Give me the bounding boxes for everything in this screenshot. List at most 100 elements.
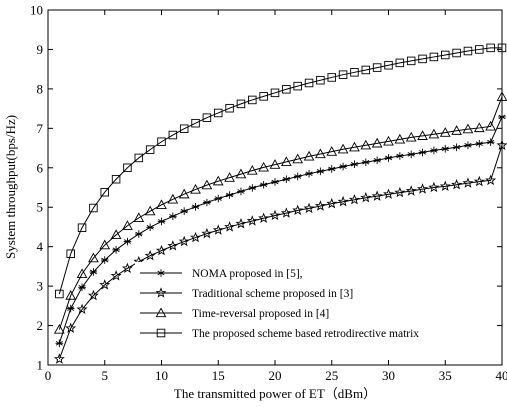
data-point — [191, 118, 200, 128]
data-point — [155, 287, 167, 298]
data-point — [394, 186, 406, 198]
data-point — [237, 187, 245, 196]
data-point — [190, 183, 201, 194]
data-point — [224, 172, 235, 182]
series-line — [58, 145, 503, 360]
tick-labels: 0 5 10 15 20 25 30 35 40 1 2 3 4 5 6 7 8 9 10 — [30, 3, 507, 384]
data-point — [371, 137, 383, 148]
series-layer — [53, 43, 507, 364]
y-tick-label: 8 — [37, 81, 44, 96]
data-point — [134, 153, 144, 163]
data-point — [235, 218, 247, 229]
y-axis-label: System throughput(bps/Hz) — [3, 115, 18, 259]
data-point — [269, 209, 281, 221]
data-point — [157, 217, 166, 226]
data-point — [280, 156, 292, 166]
y-tick-label: 4 — [37, 239, 44, 254]
data-point — [178, 235, 190, 247]
data-point — [66, 249, 75, 259]
y-tick-label: 6 — [37, 160, 44, 175]
data-point — [396, 152, 404, 160]
data-point — [338, 70, 348, 79]
data-point — [327, 165, 336, 173]
data-point — [293, 81, 302, 91]
data-point — [248, 184, 257, 192]
data-point — [76, 268, 88, 279]
data-point — [213, 108, 223, 118]
series-star — [53, 139, 507, 364]
data-point — [179, 124, 189, 133]
data-point — [225, 191, 234, 199]
y-tick-label: 9 — [37, 42, 44, 57]
data-point — [144, 205, 156, 216]
data-point — [292, 153, 304, 164]
data-point — [384, 154, 393, 162]
data-point — [180, 207, 188, 215]
y-tick-label: 2 — [37, 318, 44, 333]
data-point — [441, 50, 450, 60]
data-point — [282, 175, 291, 184]
data-point — [135, 230, 143, 238]
data-point — [462, 177, 474, 188]
data-point — [121, 262, 133, 274]
data-point — [122, 220, 133, 230]
data-point — [88, 252, 99, 263]
data-point — [405, 131, 417, 142]
data-point — [53, 323, 65, 334]
data-point — [111, 174, 121, 184]
data-point — [235, 168, 247, 179]
data-point — [406, 56, 416, 66]
data-point — [246, 215, 258, 226]
data-point — [316, 167, 325, 176]
data-point — [303, 150, 315, 161]
data-point — [236, 99, 246, 109]
data-point — [486, 138, 495, 146]
data-point — [203, 198, 211, 207]
y-tick-label: 10 — [30, 3, 43, 18]
x-tick-label: 30 — [382, 368, 395, 383]
data-point — [439, 127, 451, 137]
data-point — [451, 178, 463, 190]
data-point — [314, 200, 326, 211]
data-point — [112, 246, 120, 254]
data-point — [258, 212, 270, 223]
data-point — [441, 145, 450, 153]
legend-background — [135, 262, 497, 348]
data-point — [270, 88, 280, 98]
data-point — [246, 165, 258, 175]
x-tick-label: 5 — [102, 368, 109, 383]
data-point — [418, 54, 427, 64]
data-point — [144, 249, 156, 261]
data-point — [348, 193, 360, 205]
data-point — [99, 239, 111, 250]
data-point — [384, 60, 393, 70]
data-point — [259, 92, 268, 101]
legend-label: Time-reversal proposed in [4] — [192, 308, 329, 320]
data-point — [395, 58, 405, 68]
data-point — [383, 188, 394, 199]
x-tick-label: 0 — [45, 368, 52, 383]
data-point — [110, 229, 122, 239]
data-point — [133, 212, 145, 223]
data-point — [214, 194, 223, 203]
data-point — [169, 212, 177, 221]
data-point — [428, 128, 440, 139]
data-point — [405, 185, 417, 196]
x-tick-label: 40 — [496, 368, 507, 383]
data-point — [463, 46, 473, 56]
series-square — [55, 43, 507, 299]
data-point — [430, 146, 438, 155]
data-point — [315, 148, 326, 159]
data-point — [99, 279, 111, 290]
data-point — [337, 143, 349, 154]
data-point — [78, 283, 86, 292]
data-point — [248, 95, 257, 105]
data-point — [100, 256, 109, 264]
data-point — [452, 143, 461, 152]
data-point — [156, 199, 167, 209]
data-point — [155, 307, 167, 318]
data-point — [157, 269, 165, 277]
data-point — [282, 85, 291, 94]
data-point — [202, 113, 212, 122]
legend-label: Traditional scheme proposed in [3] — [192, 288, 353, 300]
